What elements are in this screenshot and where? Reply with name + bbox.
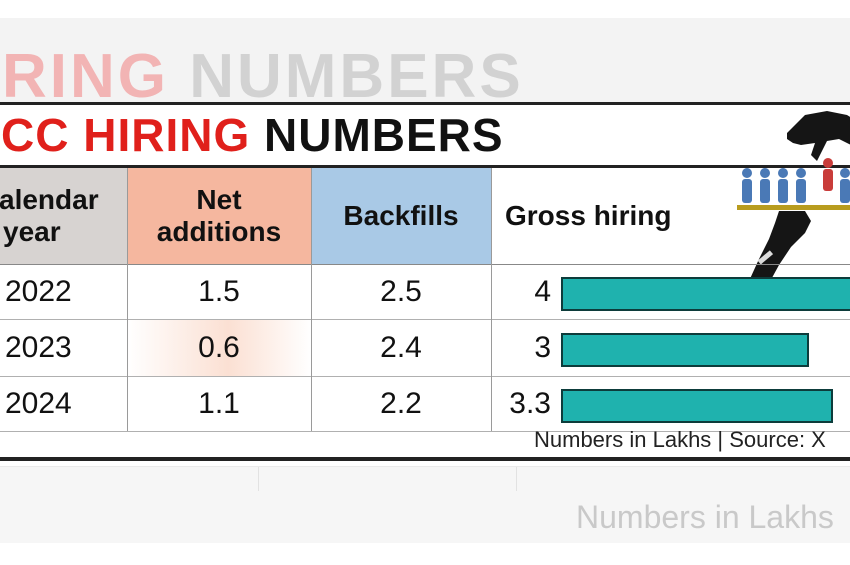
row-2023-net: 0.6 — [127, 320, 311, 376]
gross-hiring-bar-2024 — [561, 389, 833, 423]
row-2022-net: 1.5 — [198, 275, 240, 308]
header-net-additions: Net additions — [127, 168, 311, 264]
gross-value-2023: 3 — [534, 331, 551, 364]
row-2024-backfills: 2.2 — [380, 387, 422, 420]
header-year-line1: alendar — [0, 184, 99, 215]
row-2022-year: 2022 — [5, 275, 72, 308]
title-rule — [0, 165, 850, 168]
header-rule — [0, 264, 850, 265]
header-gross-label: Gross hiring — [505, 200, 672, 231]
header-net-line1: Net — [196, 184, 242, 215]
header-gross-hiring: Gross hiring — [491, 168, 711, 264]
row-2024-net: 1.1 — [198, 387, 240, 420]
hiring-table-card: CC HIRING NUMBERS alendar year — [0, 102, 850, 460]
row-2022-backfills: 2.5 — [380, 275, 422, 308]
column-divider — [127, 168, 128, 431]
chart-title-red: CC HIRING — [1, 109, 251, 161]
header-backfills: Backfills — [311, 168, 491, 264]
row-divider — [0, 376, 850, 377]
gross-value-2022: 4 — [534, 275, 551, 308]
header-year: alendar year — [0, 168, 127, 264]
row-2023-year: 2023 — [5, 331, 72, 364]
chart-title-black: NUMBERS — [264, 109, 504, 161]
gross-value-2024: 3.3 — [509, 387, 551, 420]
background-ghost-footer: Numbers in Lakhs — [0, 466, 850, 543]
header-year-line2: year — [3, 216, 61, 247]
row-divider — [0, 319, 850, 320]
ghost-title-red: RING — [2, 42, 190, 105]
gross-hiring-bar-2022 — [561, 277, 850, 311]
ghost-footer-text: Numbers in Lakhs — [576, 499, 834, 535]
row-2024-year: 2024 — [5, 387, 72, 420]
header-backfills-label: Backfills — [343, 200, 459, 231]
column-divider — [311, 168, 312, 431]
ghost-title-black: NUMBERS — [189, 42, 524, 105]
background-ghost-title: RING NUMBERS — [0, 18, 850, 104]
bottom-rule — [0, 457, 850, 461]
source-note: Numbers in Lakhs | Source: X — [534, 427, 826, 452]
row-2023-backfills: 2.4 — [380, 331, 422, 364]
header-net-line2: additions — [156, 216, 282, 247]
chart-title: CC HIRING NUMBERS — [1, 107, 504, 163]
column-divider — [491, 168, 492, 431]
gross-hiring-bar-2023 — [561, 333, 809, 367]
hand-serving-tray-of-people-icon — [735, 111, 850, 301]
row-divider — [0, 431, 850, 432]
